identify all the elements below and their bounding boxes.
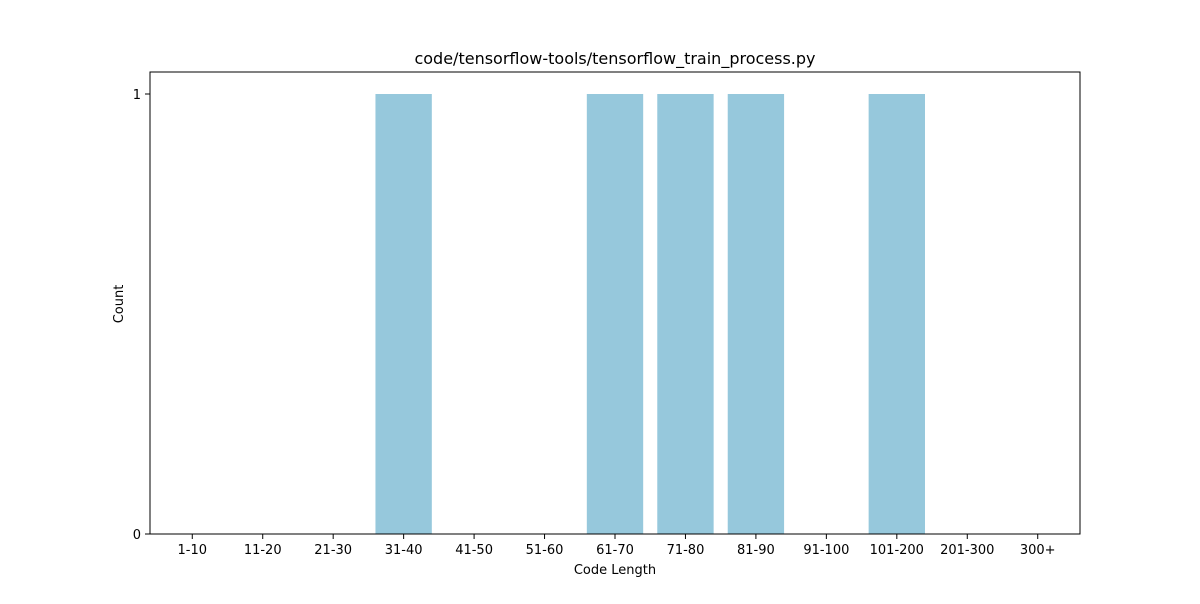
bar-81-90 [727, 94, 785, 534]
bar-31-40 [375, 94, 432, 534]
x-tick-label: 101-200 [870, 543, 924, 558]
y-tick-label: 1 [133, 88, 141, 103]
y-tick-label: 0 [133, 528, 141, 543]
bar-61-70 [586, 94, 644, 534]
chart-title: code/tensorflow-tools/tensorflow_train_p… [414, 49, 815, 69]
x-axis-label: Code Length [574, 563, 656, 578]
x-tick-label: 91-100 [803, 543, 849, 558]
x-tick-label: 1-10 [178, 543, 208, 558]
x-tick-label: 61-70 [596, 543, 634, 558]
y-axis-ticks: 01 [133, 88, 150, 543]
x-tick-label: 21-30 [314, 543, 352, 558]
x-tick-label: 71-80 [667, 543, 705, 558]
bars-layer [375, 94, 925, 534]
plot-frame [149, 71, 1081, 535]
x-tick-label: 11-20 [244, 543, 282, 558]
x-tick-label: 41-50 [455, 543, 493, 558]
bar-101-200 [868, 94, 925, 534]
x-axis-ticks: 1-10 11-20 21-30 31-40 41-50 51-60 61-70 71-80 8… [178, 534, 1056, 558]
x-tick-label: 31-40 [385, 543, 423, 558]
x-tick-label: 81-90 [737, 543, 775, 558]
x-tick-label: 300+ [1020, 543, 1056, 558]
y-axis-label: Count [112, 285, 127, 324]
x-tick-label: 201-300 [940, 543, 994, 558]
x-tick-label: 51-60 [526, 543, 564, 558]
bar-71-80 [657, 94, 714, 534]
